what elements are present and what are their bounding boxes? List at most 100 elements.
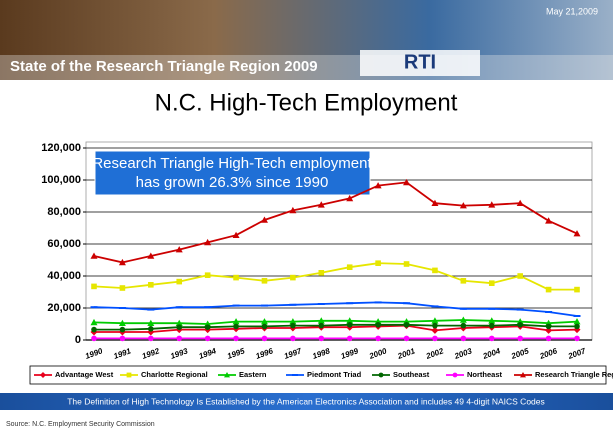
- marker: [346, 302, 353, 304]
- marker: [489, 323, 495, 329]
- marker: [120, 285, 126, 291]
- x-tick-label: 1996: [254, 346, 274, 361]
- marker: [91, 327, 97, 333]
- marker: [91, 284, 97, 290]
- marker: [233, 324, 239, 330]
- marker: [460, 308, 467, 310]
- marker: [574, 315, 581, 317]
- marker: [432, 336, 438, 342]
- marker: [262, 278, 268, 284]
- legend-label: Advantage West: [55, 370, 114, 379]
- header-date: May 21,2009: [546, 6, 598, 16]
- marker: [461, 336, 467, 342]
- marker: [404, 322, 410, 328]
- marker: [375, 260, 381, 266]
- y-tick-label: 40,000: [47, 270, 81, 282]
- marker: [289, 304, 296, 306]
- legend-label: Piedmont Triad: [307, 370, 362, 379]
- x-tick-label: 2007: [566, 346, 587, 361]
- marker: [205, 272, 211, 278]
- legend-label: Southeast: [393, 370, 430, 379]
- y-tick-label: 80,000: [47, 206, 81, 218]
- marker: [546, 336, 552, 342]
- marker: [432, 268, 438, 274]
- marker: [431, 305, 438, 307]
- marker: [205, 324, 211, 330]
- marker: [379, 373, 384, 378]
- marker: [347, 264, 353, 270]
- marker: [233, 305, 240, 307]
- x-tick-label: 1997: [283, 346, 303, 361]
- marker: [488, 308, 495, 310]
- marker: [176, 336, 182, 342]
- marker: [148, 282, 154, 288]
- marker: [347, 336, 353, 342]
- marker: [461, 323, 467, 329]
- x-tick-label: 1991: [112, 346, 132, 361]
- marker: [489, 336, 495, 342]
- marker: [127, 373, 132, 378]
- marker: [176, 306, 183, 308]
- source: Source: N.C. Employment Security Commiss…: [6, 421, 155, 428]
- marker: [574, 324, 580, 330]
- marker: [148, 336, 154, 342]
- marker: [318, 270, 324, 276]
- marker: [461, 278, 467, 284]
- marker: [318, 303, 325, 305]
- marker: [120, 327, 126, 333]
- marker: [119, 307, 126, 309]
- marker: [489, 280, 495, 286]
- marker: [375, 322, 381, 328]
- y-tick-label: 20,000: [47, 302, 81, 314]
- x-tick-label: 2003: [452, 346, 473, 361]
- marker: [262, 336, 268, 342]
- marker: [205, 336, 211, 342]
- legend-label: Research Triangle Region: [535, 370, 613, 379]
- marker: [292, 374, 298, 376]
- marker: [147, 309, 154, 311]
- marker: [347, 322, 353, 328]
- x-tick-label: 2006: [538, 346, 559, 361]
- marker: [453, 373, 458, 378]
- series-line: [94, 263, 577, 289]
- marker: [91, 336, 97, 342]
- marker: [404, 261, 410, 267]
- marker: [517, 322, 523, 328]
- y-tick-label: 0: [75, 334, 81, 346]
- marker: [262, 324, 268, 330]
- x-tick-label: 1993: [169, 346, 189, 361]
- marker: [148, 326, 154, 332]
- marker: [290, 336, 296, 342]
- marker: [517, 309, 524, 311]
- legend-label: Eastern: [239, 370, 267, 379]
- x-tick-label: 2002: [424, 346, 445, 361]
- x-tick-label: 2000: [367, 346, 388, 361]
- slide: State of the Research Triangle Region 20…: [0, 0, 613, 433]
- chart-title: N.C. High-Tech Employment: [155, 89, 458, 116]
- marker: [318, 323, 324, 329]
- marker: [375, 301, 382, 303]
- logo: RTI: [404, 51, 436, 73]
- y-tick-label: 60,000: [47, 238, 81, 250]
- marker: [546, 324, 552, 330]
- marker: [176, 324, 182, 330]
- annotation-text: Research Triangle High-Tech employment: [92, 155, 372, 172]
- marker: [176, 279, 182, 285]
- marker: [546, 287, 552, 293]
- x-tick-label: 1990: [84, 346, 104, 361]
- legend-label: Northeast: [467, 370, 503, 379]
- marker: [403, 302, 410, 304]
- annotation-text: has grown 26.3% since 1990: [136, 174, 329, 191]
- legend-label: Charlotte Regional: [141, 370, 208, 379]
- marker: [432, 323, 438, 329]
- marker: [574, 287, 580, 293]
- marker: [91, 306, 98, 308]
- marker: [404, 336, 410, 342]
- x-tick-label: 1995: [226, 346, 246, 361]
- marker: [233, 275, 239, 281]
- x-tick-label: 1998: [311, 346, 331, 361]
- x-tick-label: 1994: [198, 346, 218, 361]
- series-line: [94, 302, 577, 316]
- marker: [233, 336, 239, 342]
- marker: [290, 323, 296, 329]
